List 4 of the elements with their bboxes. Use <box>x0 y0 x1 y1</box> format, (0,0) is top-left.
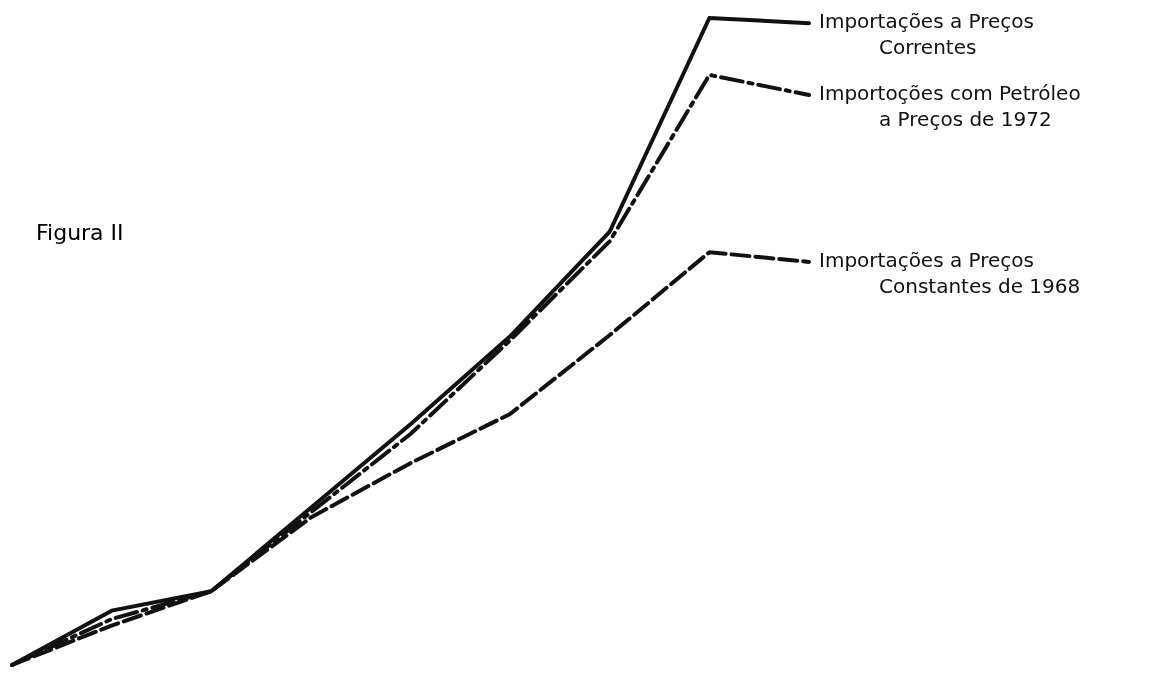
series-label: Importações a Preços Constantes de 1968 <box>819 247 1081 298</box>
text: Figura II <box>36 220 124 245</box>
series-label: Importoções com Petróleo a Preços de 1972 <box>819 80 1081 131</box>
series-label: Importações a Preços Correntes <box>819 9 1035 60</box>
